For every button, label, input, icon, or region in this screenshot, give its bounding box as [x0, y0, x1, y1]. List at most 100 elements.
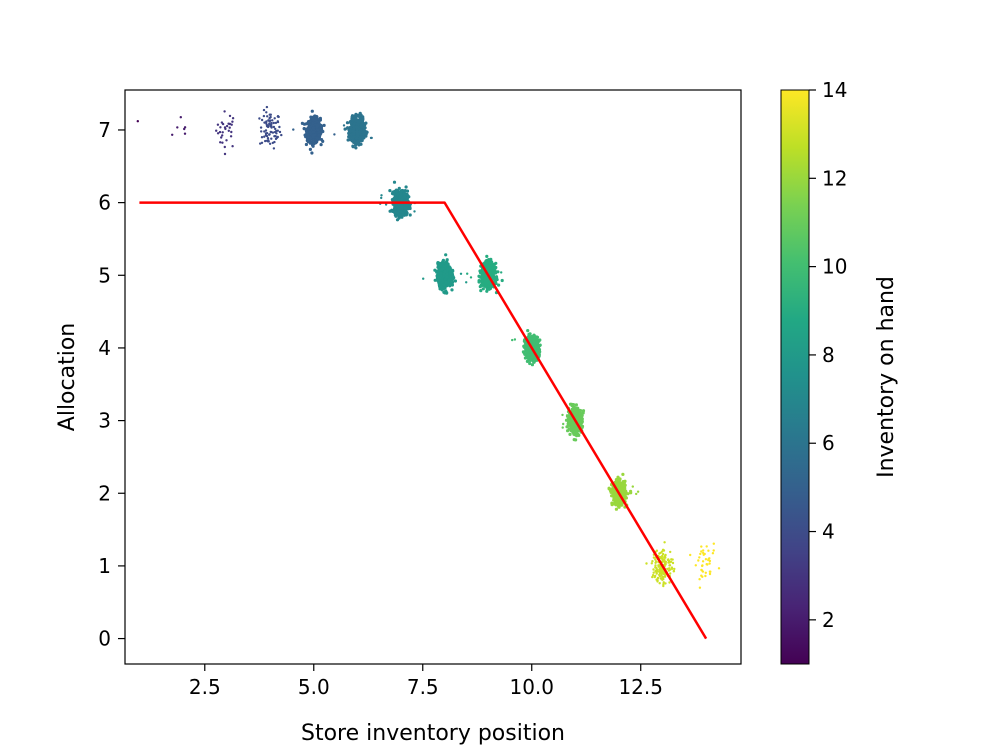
scatter-point — [230, 123, 233, 126]
scatter-point — [266, 137, 270, 140]
scatter-point — [265, 125, 269, 128]
scatter-point — [220, 121, 224, 124]
scatter-point — [530, 355, 535, 359]
scatter-point — [312, 130, 316, 134]
scatter-point — [223, 145, 226, 149]
scatter-point — [351, 145, 355, 149]
scatter-point — [453, 279, 457, 283]
scatter-point — [523, 352, 527, 356]
scatter-point — [527, 332, 531, 336]
scatter-point — [258, 117, 261, 120]
scatter-point — [228, 114, 232, 118]
scatter-point — [398, 191, 403, 195]
scatter-point — [561, 426, 564, 429]
scatter-point — [620, 483, 624, 487]
scatter-point — [278, 125, 281, 129]
scatter-point — [355, 130, 359, 134]
scatter-point — [466, 272, 469, 275]
scatter-point — [305, 131, 309, 135]
scatter-point — [265, 134, 269, 138]
scatter-point — [572, 432, 576, 436]
scatter-point — [573, 406, 577, 410]
scatter-point — [268, 142, 272, 145]
scatter-point — [260, 118, 264, 122]
scatter-point — [319, 123, 323, 128]
scatter-point — [363, 123, 367, 127]
scatter-point — [272, 147, 276, 150]
scatter-point — [570, 402, 574, 406]
scatter-point — [316, 128, 320, 132]
scatter-point — [487, 287, 491, 291]
scatter-point — [445, 258, 449, 262]
scatter-point — [271, 119, 274, 122]
scatter-point — [526, 329, 530, 333]
scatter-point — [228, 126, 231, 129]
scatter-point — [380, 196, 383, 200]
scatter-point — [422, 277, 425, 280]
scatter-point — [402, 191, 406, 195]
scatter-point — [513, 338, 517, 341]
scatter-point — [530, 363, 535, 367]
scatter-point — [413, 210, 416, 213]
scatter-point — [500, 271, 503, 274]
scatter-point — [480, 275, 484, 280]
scatter-point — [223, 126, 227, 129]
scatter-point — [268, 120, 271, 123]
scatter-point — [230, 130, 233, 134]
scatter-point — [307, 135, 310, 139]
scatter-point — [402, 195, 406, 199]
scatter-point — [310, 151, 314, 155]
scatter-point — [263, 135, 266, 138]
cluster-x2-y7 — [171, 116, 187, 136]
scatter-point — [568, 422, 571, 426]
scatter-point — [393, 193, 397, 197]
scatter-point — [438, 268, 442, 272]
scatter-point — [580, 424, 585, 428]
scatter-point — [350, 114, 355, 118]
scatter-point — [392, 180, 397, 184]
scatter-point — [231, 117, 235, 120]
scatter-point — [227, 122, 230, 125]
scatter-point — [311, 144, 315, 148]
scatter-point — [345, 127, 348, 130]
scatter-point — [346, 138, 350, 142]
cluster-x4-y7 — [258, 105, 283, 150]
scatter-point — [500, 278, 504, 283]
scatter-point — [478, 269, 482, 273]
scatter-point — [219, 126, 222, 129]
scatter-point — [225, 124, 229, 128]
scatter-point — [465, 281, 468, 284]
scatter-point — [231, 120, 234, 123]
scatter-point — [469, 276, 473, 279]
scatter-point — [269, 115, 272, 119]
scatter-point — [270, 125, 273, 128]
scatter-point — [403, 206, 408, 210]
scatter-point — [354, 113, 358, 117]
scatter-point — [624, 495, 628, 499]
scatter-point — [229, 135, 233, 138]
scatter-point — [176, 126, 179, 129]
scatter-point — [526, 346, 530, 350]
scatter-point — [433, 278, 437, 282]
scatter-point — [314, 141, 318, 145]
scatter-point — [292, 128, 295, 131]
scatter-point — [275, 136, 279, 139]
scatter-point — [306, 127, 310, 131]
scatter-point — [260, 130, 263, 133]
scatter-point — [342, 124, 346, 127]
scatter-point — [394, 214, 398, 218]
scatter-point — [263, 130, 266, 133]
scatter-point — [275, 132, 278, 135]
scatter-point — [348, 129, 352, 133]
scatter-point — [405, 189, 410, 193]
scatter-point — [390, 208, 394, 212]
scatter-point — [564, 418, 569, 422]
scatter-point — [574, 403, 579, 407]
scatter-point — [317, 133, 321, 137]
scatter-point — [485, 279, 489, 282]
cluster-x1-y7 — [136, 120, 139, 123]
scatter-point — [565, 414, 569, 417]
scatter-point — [408, 213, 412, 217]
scatter-point — [568, 432, 572, 436]
